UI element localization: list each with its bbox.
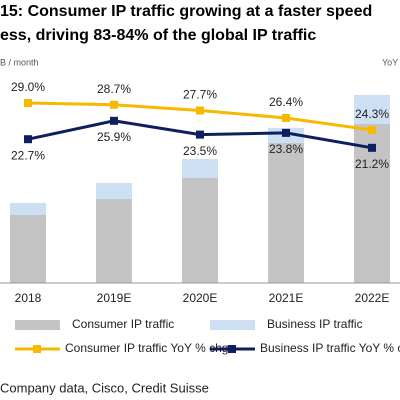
x-tick-label: 2020E — [183, 291, 218, 305]
source: Company data, Cisco, Credit Suisse — [0, 380, 209, 395]
x-tick-label: 2022E — [355, 291, 390, 305]
line-marker — [368, 126, 376, 135]
x-tick-label: 2019E — [97, 291, 132, 305]
bar — [354, 95, 390, 124]
bar — [182, 159, 218, 178]
legend-swatch — [210, 320, 255, 330]
bar — [10, 203, 46, 215]
bar — [96, 183, 132, 199]
y-axis-label: B / month — [0, 57, 39, 67]
data-label: 29.0% — [11, 80, 45, 94]
legend-swatch — [15, 320, 60, 330]
legend-label: Business IP traffic — [267, 317, 363, 331]
y2-axis-label: YoY — [382, 57, 398, 67]
chart-title: ess, driving 83-84% of the global IP tra… — [0, 27, 316, 44]
data-label: 28.7% — [97, 82, 131, 96]
data-label: 23.8% — [269, 142, 303, 156]
chart-title: 15: Consumer IP traffic growing at a fas… — [0, 3, 372, 20]
line-marker — [282, 113, 290, 122]
x-tick-label: 2021E — [269, 291, 304, 305]
data-label: 22.7% — [11, 148, 45, 162]
line-marker — [196, 130, 204, 139]
data-label: 26.4% — [269, 95, 303, 109]
bar — [10, 215, 46, 283]
line-marker — [24, 99, 32, 108]
data-label: 24.3% — [355, 107, 389, 121]
legend-label: Consumer IP traffic — [72, 317, 174, 331]
line-marker — [110, 100, 118, 109]
data-label: 21.2% — [355, 157, 389, 171]
line-marker — [24, 135, 32, 144]
line-marker — [110, 116, 118, 125]
x-tick-label: 2018 — [15, 291, 42, 305]
bar — [182, 178, 218, 283]
line-marker — [282, 128, 290, 137]
legend-swatch — [228, 345, 236, 353]
legend-label: Consumer IP traffic YoY % chg — [65, 341, 228, 355]
data-label: 25.9% — [97, 130, 131, 144]
data-label: 23.5% — [183, 144, 217, 158]
legend-swatch — [33, 345, 41, 353]
bar — [268, 143, 304, 283]
line-marker — [196, 106, 204, 115]
legend-label: Business IP traffic YoY % chg — [260, 341, 400, 355]
bar — [96, 199, 132, 283]
line-marker — [368, 143, 376, 152]
data-label: 27.7% — [183, 88, 217, 102]
